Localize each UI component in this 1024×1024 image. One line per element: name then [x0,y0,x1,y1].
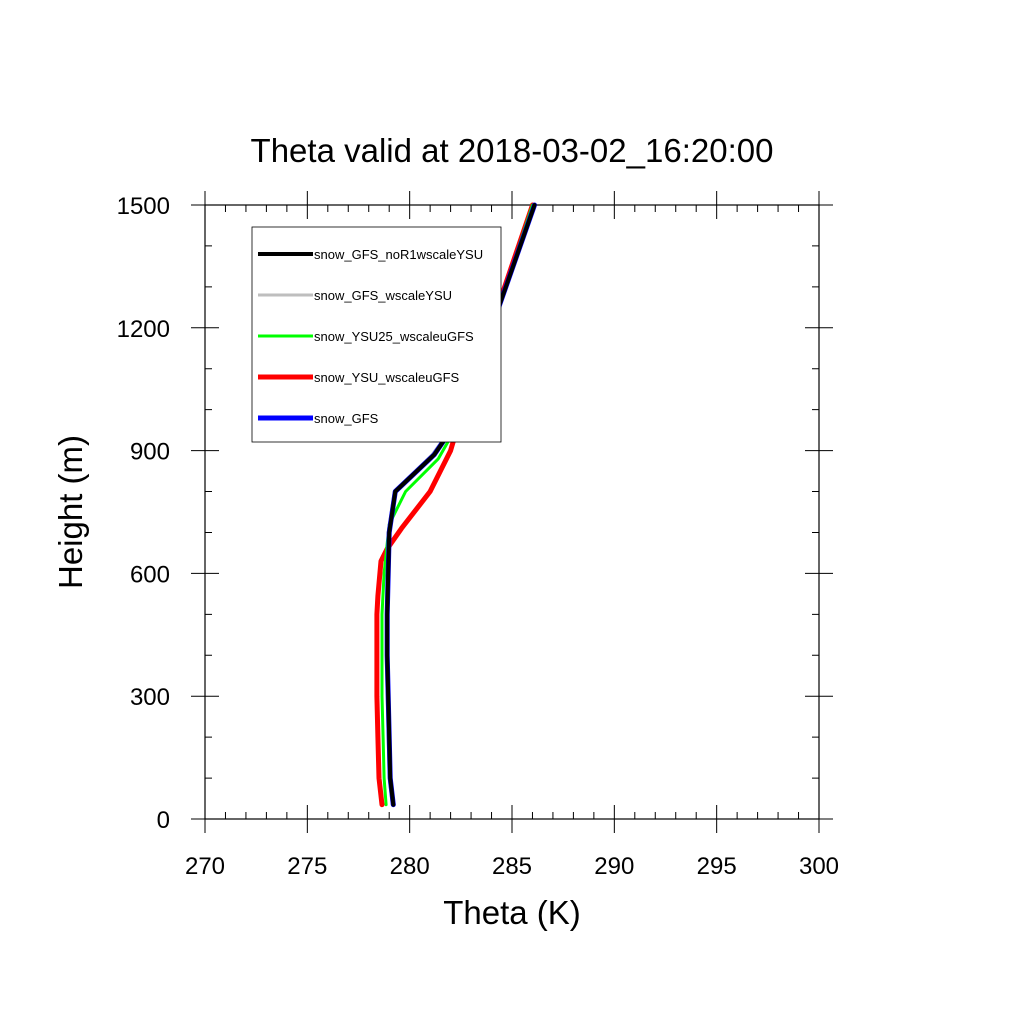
y-tick-label: 1500 [117,193,170,220]
series-line-snow_YSU25_wscaleuGFS [380,203,534,807]
series-line-snow_YSU_wscaleuGFS [374,202,535,808]
legend-label: snow_YSU25_wscaleuGFS [314,329,474,344]
y-tick-label: 300 [130,684,170,711]
series-line-snow_GFS_noR1wscaleYSU [385,203,537,807]
x-axis-label: Theta (K) [443,894,581,931]
x-tick-label: 280 [390,853,430,880]
y-tick-label: 900 [130,439,170,466]
chart-title: Theta valid at 2018-03-02_16:20:00 [251,132,774,169]
x-tick-label: 295 [697,853,737,880]
y-tick-label: 600 [130,561,170,588]
x-tick-label: 275 [287,853,327,880]
x-tick-label: 270 [185,853,225,880]
x-tick-label: 290 [594,853,634,880]
legend-label: snow_GFS [314,411,379,426]
y-axis-label: Height (m) [52,435,89,589]
legend-label: snow_GFS_noR1wscaleYSU [314,247,483,262]
legend-label: snow_GFS_wscaleYSU [314,288,452,303]
x-tick-label: 285 [492,853,532,880]
x-tick-label: 300 [799,853,839,880]
y-tick-label: 0 [157,807,170,834]
y-tick-label: 1200 [117,316,170,343]
legend-label: snow_YSU_wscaleuGFS [314,370,460,385]
